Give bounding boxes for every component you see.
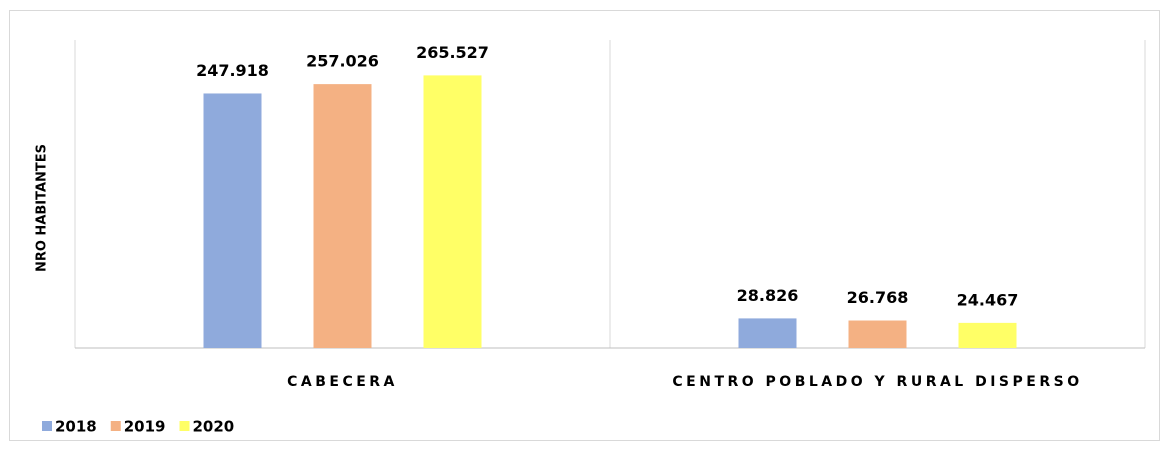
legend-swatch	[179, 421, 190, 431]
value-label: 247.918	[196, 61, 269, 80]
legend-label: 2018	[55, 418, 97, 436]
bar	[848, 320, 907, 348]
legend-swatch	[42, 421, 52, 431]
bar	[423, 75, 482, 349]
value-label: 24.467	[957, 290, 1019, 309]
value-label: 28.826	[737, 286, 799, 305]
value-label: 26.768	[847, 288, 909, 307]
bar	[738, 318, 797, 348]
legend-label: 2020	[193, 418, 235, 436]
x-tick-label: CENTRO POBLADO Y RURAL DISPERSO	[672, 374, 1082, 390]
y-axis-label: NRO HABITANTES	[35, 144, 50, 272]
value-label: 257.026	[306, 52, 379, 71]
chart-frame	[9, 10, 1160, 441]
legend-label: 2019	[124, 418, 166, 436]
bar	[313, 84, 372, 349]
x-tick-label: CABECERA	[287, 374, 398, 390]
bar	[203, 93, 262, 348]
legend-swatch	[110, 421, 121, 431]
bar	[958, 322, 1017, 348]
value-label: 265.527	[416, 43, 489, 62]
